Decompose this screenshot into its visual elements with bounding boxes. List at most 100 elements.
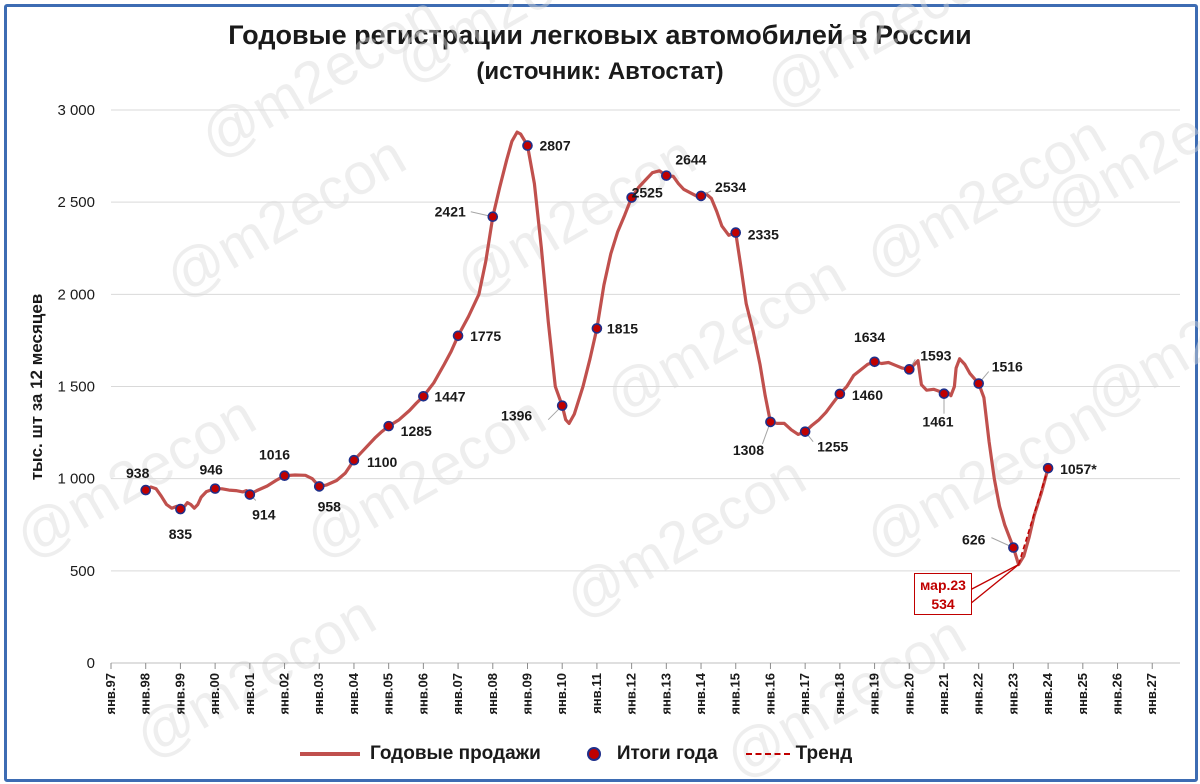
x-tick-label: янв.24 <box>1040 672 1055 714</box>
x-tick-label: янв.21 <box>936 673 951 715</box>
data-label: 1100 <box>367 454 398 470</box>
data-label: 946 <box>199 462 223 478</box>
year-total-point <box>695 190 707 202</box>
x-tick-label: янв.20 <box>901 673 916 715</box>
series-line-trend <box>1017 467 1049 565</box>
annotation-date: мар.23 <box>920 577 966 593</box>
x-tick-label: янв.03 <box>311 673 326 715</box>
year-total-point <box>140 484 152 496</box>
x-tick-label: янв.02 <box>277 673 292 715</box>
x-tick-label: янв.19 <box>867 673 882 715</box>
year-total-point <box>591 323 603 334</box>
legend-item-sales: Годовые продажи <box>300 743 541 765</box>
year-total-point <box>383 420 394 432</box>
year-total-point <box>869 356 880 368</box>
data-label: 2534 <box>715 179 746 195</box>
year-total-point <box>730 227 742 238</box>
watermark: @m2econ <box>444 122 706 311</box>
x-tick-label: янв.00 <box>207 673 222 715</box>
year-total-point <box>765 416 776 428</box>
x-tick-label: янв.16 <box>762 673 777 715</box>
x-tick-label: янв.17 <box>797 673 812 715</box>
x-tick-label: янв.07 <box>450 673 465 715</box>
data-label: 1516 <box>992 359 1023 375</box>
year-total-point <box>209 483 221 494</box>
series-line-annual-sales <box>140 130 1050 567</box>
x-tick-label: янв.13 <box>658 673 673 715</box>
legend-label-trend: Тренд <box>795 743 853 764</box>
x-tick-label: янв.18 <box>832 673 847 715</box>
year-total-point <box>556 400 568 411</box>
data-label: 1016 <box>259 447 290 463</box>
data-label: 626 <box>962 532 986 548</box>
legend-label-sales: Годовые продажи <box>370 743 541 764</box>
data-label: 1815 <box>607 320 638 336</box>
year-total-point <box>244 489 256 500</box>
legend-line-swatch <box>300 752 360 756</box>
annotation-pointer <box>969 564 1020 605</box>
data-label: 958 <box>318 498 342 514</box>
watermark: @m2econ <box>154 122 416 311</box>
data-label: 1460 <box>852 387 883 403</box>
watermark: @m2econ <box>554 442 816 631</box>
data-label: 2421 <box>435 204 466 220</box>
x-tick-label: янв.27 <box>1144 673 1159 715</box>
year-total-point <box>522 140 533 151</box>
year-total-point <box>938 388 950 399</box>
year-total-point <box>487 211 499 223</box>
year-total-point <box>452 330 464 342</box>
data-label: 835 <box>169 526 193 542</box>
x-tick-label: янв.04 <box>346 672 361 714</box>
x-tick-label: янв.08 <box>485 673 500 715</box>
year-total-point <box>279 470 290 482</box>
annotation-pointer <box>969 563 1019 591</box>
x-tick-label: янв.22 <box>971 673 986 715</box>
data-label: 1775 <box>470 328 501 344</box>
data-label: 1593 <box>920 347 951 363</box>
watermark: @m2econ <box>594 242 856 431</box>
year-total-point <box>313 481 325 492</box>
x-tick-label: янв.97 <box>103 673 118 715</box>
legend-item-year-totals: Итоги года <box>569 743 718 765</box>
x-tick-label: янв.98 <box>138 673 153 715</box>
y-tick-label: 0 <box>87 655 95 672</box>
watermark: @m2econ <box>754 0 1016 121</box>
legend: Годовые продажи Итоги года Тренд <box>300 742 880 766</box>
x-tick-label: янв.10 <box>554 673 569 715</box>
year-total-point <box>799 426 811 437</box>
year-total-point <box>348 454 360 466</box>
year-total-point <box>418 390 429 402</box>
year-total-point <box>661 170 672 181</box>
x-tick-label: янв.15 <box>728 673 743 715</box>
year-total-point <box>903 364 915 375</box>
annotation-callout: мар.23 534 <box>914 573 972 615</box>
x-tick-label: янв.11 <box>589 673 604 714</box>
y-tick-label: 2 500 <box>57 194 95 211</box>
x-tick-label: янв.06 <box>415 673 430 715</box>
x-tick-label: янв.09 <box>519 673 534 715</box>
y-tick-label: 3 000 <box>57 102 95 119</box>
y-tick-label: 1 000 <box>57 471 95 488</box>
data-label: 2525 <box>632 185 663 201</box>
data-label: 2644 <box>675 152 706 168</box>
x-tick-label: янв.99 <box>172 673 187 715</box>
legend-label-year-totals: Итоги года <box>616 743 718 764</box>
year-total-point <box>1008 542 1019 553</box>
year-total-point <box>973 378 984 389</box>
data-label: 1308 <box>733 442 764 458</box>
year-total-point <box>626 192 637 203</box>
chart-title: Годовые регистрации легковых автомобилей… <box>228 20 972 50</box>
annotation-value: 534 <box>931 596 955 612</box>
y-axis-label: тыс. шт за 12 месяцев <box>27 294 46 481</box>
data-label: 2807 <box>539 138 570 154</box>
data-label: 1057* <box>1060 461 1097 477</box>
y-tick-label: 500 <box>70 563 95 580</box>
data-label: 1447 <box>434 388 465 404</box>
data-label: 1396 <box>501 408 532 424</box>
data-label: 1461 <box>922 414 953 430</box>
year-total-point <box>1042 462 1054 474</box>
legend-item-trend: Тренд <box>745 743 853 765</box>
data-label: 1634 <box>854 329 885 345</box>
x-tick-label: янв.01 <box>242 673 257 715</box>
